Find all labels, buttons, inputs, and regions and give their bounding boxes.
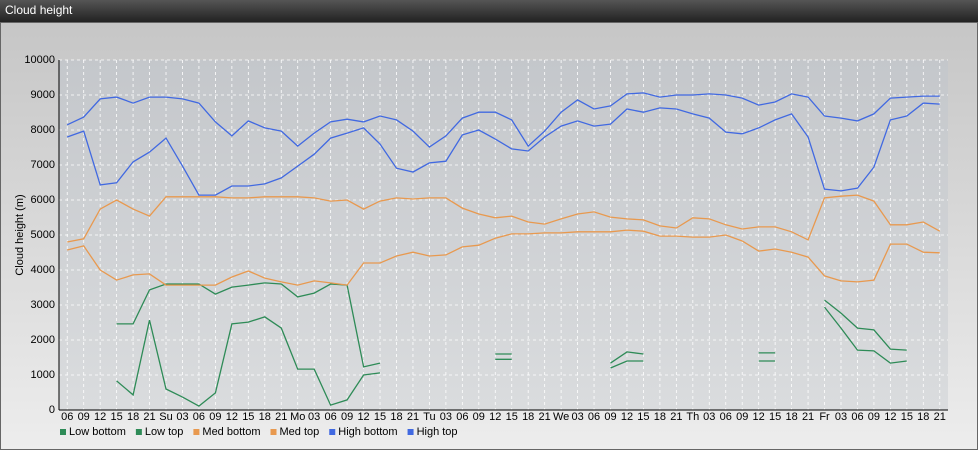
y-tick-label: 8000 xyxy=(31,124,55,136)
x-tick-label: 03 xyxy=(835,411,847,423)
y-tick-label: 7000 xyxy=(31,159,55,171)
legend-label: Med top xyxy=(280,426,320,438)
x-tick-label: 09 xyxy=(604,411,616,423)
x-tick-label: Mo xyxy=(290,411,305,423)
series-line xyxy=(66,102,940,196)
y-tick-label: 10000 xyxy=(24,54,55,66)
series-line xyxy=(116,282,907,368)
x-tick-label: 18 xyxy=(127,411,139,423)
x-tick-label: 12 xyxy=(357,411,369,423)
x-tick-label: 15 xyxy=(374,411,386,423)
y-axis-label: Cloud height (m) xyxy=(14,194,26,275)
x-tick-label: Tu xyxy=(423,411,435,423)
x-tick-label: 06 xyxy=(325,411,337,423)
y-tick-label: 9000 xyxy=(31,89,55,101)
x-tick-label: 06 xyxy=(720,411,732,423)
x-tick-label: 09 xyxy=(736,411,748,423)
x-tick-label: 03 xyxy=(703,411,715,423)
window-title: Cloud height xyxy=(5,3,73,17)
x-tick-label: 06 xyxy=(61,411,73,423)
series-line xyxy=(66,92,940,148)
x-tick-label: 12 xyxy=(753,411,765,423)
y-tick-label: 0 xyxy=(49,404,55,416)
x-tick-label: 21 xyxy=(802,411,814,423)
y-tick-label: 3000 xyxy=(31,299,55,311)
x-tick-label: 09 xyxy=(78,411,90,423)
legend-swatch xyxy=(193,429,200,435)
x-tick-label: 15 xyxy=(637,411,649,423)
x-tick-label: 21 xyxy=(539,411,551,423)
x-tick-label: 12 xyxy=(621,411,633,423)
x-tick-label: 21 xyxy=(275,411,287,423)
x-tick-label: 21 xyxy=(934,411,946,423)
x-tick-label: Su xyxy=(159,411,172,423)
series-line xyxy=(67,194,941,243)
x-tick-label: 21 xyxy=(143,411,155,423)
title-bar xyxy=(0,0,978,22)
x-tick-label: 12 xyxy=(226,411,238,423)
x-tick-label: 15 xyxy=(242,411,254,423)
x-tick-label: 09 xyxy=(341,411,353,423)
legend-label: High top xyxy=(417,426,458,438)
y-tick-label: 4000 xyxy=(31,264,55,276)
x-tick-label: 15 xyxy=(506,411,518,423)
y-tick-label: 5000 xyxy=(31,229,55,241)
x-tick-label: 12 xyxy=(94,411,106,423)
x-tick-label: 18 xyxy=(917,411,929,423)
x-tick-label: 09 xyxy=(473,411,485,423)
x-tick-label: 03 xyxy=(176,411,188,423)
x-tick-label: 03 xyxy=(571,411,583,423)
x-tick-label: 06 xyxy=(456,411,468,423)
x-tick-label: 15 xyxy=(769,411,781,423)
series-line xyxy=(67,229,940,286)
legend-label: Med bottom xyxy=(202,426,260,438)
series-line xyxy=(116,306,907,407)
x-tick-label: 06 xyxy=(588,411,600,423)
x-tick-label: 06 xyxy=(193,411,205,423)
legend-swatch xyxy=(270,429,277,435)
legend-label: Low top xyxy=(145,426,184,438)
x-tick-label: 18 xyxy=(785,411,797,423)
legend-swatch xyxy=(329,429,336,435)
x-tick-label: 03 xyxy=(308,411,320,423)
x-tick-label: 06 xyxy=(851,411,863,423)
x-tick-label: 18 xyxy=(390,411,402,423)
legend-label: Low bottom xyxy=(69,426,126,438)
legend-swatch xyxy=(60,429,66,435)
y-tick-label: 2000 xyxy=(31,334,55,346)
x-tick-label: 12 xyxy=(884,411,896,423)
x-tick-label: 18 xyxy=(522,411,534,423)
x-tick-label: 15 xyxy=(110,411,122,423)
x-tick-label: 09 xyxy=(868,411,880,423)
x-tick-label: 21 xyxy=(407,411,419,423)
legend-swatch xyxy=(135,429,142,435)
x-tick-label: We xyxy=(553,411,569,423)
legend-label: High bottom xyxy=(338,426,397,438)
x-tick-label: 18 xyxy=(259,411,271,423)
x-tick-label: 09 xyxy=(209,411,221,423)
x-tick-label: Fr xyxy=(819,411,830,423)
y-tick-label: 6000 xyxy=(31,194,55,206)
x-tick-label: 15 xyxy=(901,411,913,423)
legend-swatch xyxy=(407,429,414,435)
y-tick-label: 1000 xyxy=(31,369,55,381)
x-tick-label: 18 xyxy=(654,411,666,423)
x-tick-label: 21 xyxy=(670,411,682,423)
x-tick-label: 12 xyxy=(489,411,501,423)
x-tick-label: 03 xyxy=(440,411,452,423)
x-tick-label: Th xyxy=(686,411,699,423)
